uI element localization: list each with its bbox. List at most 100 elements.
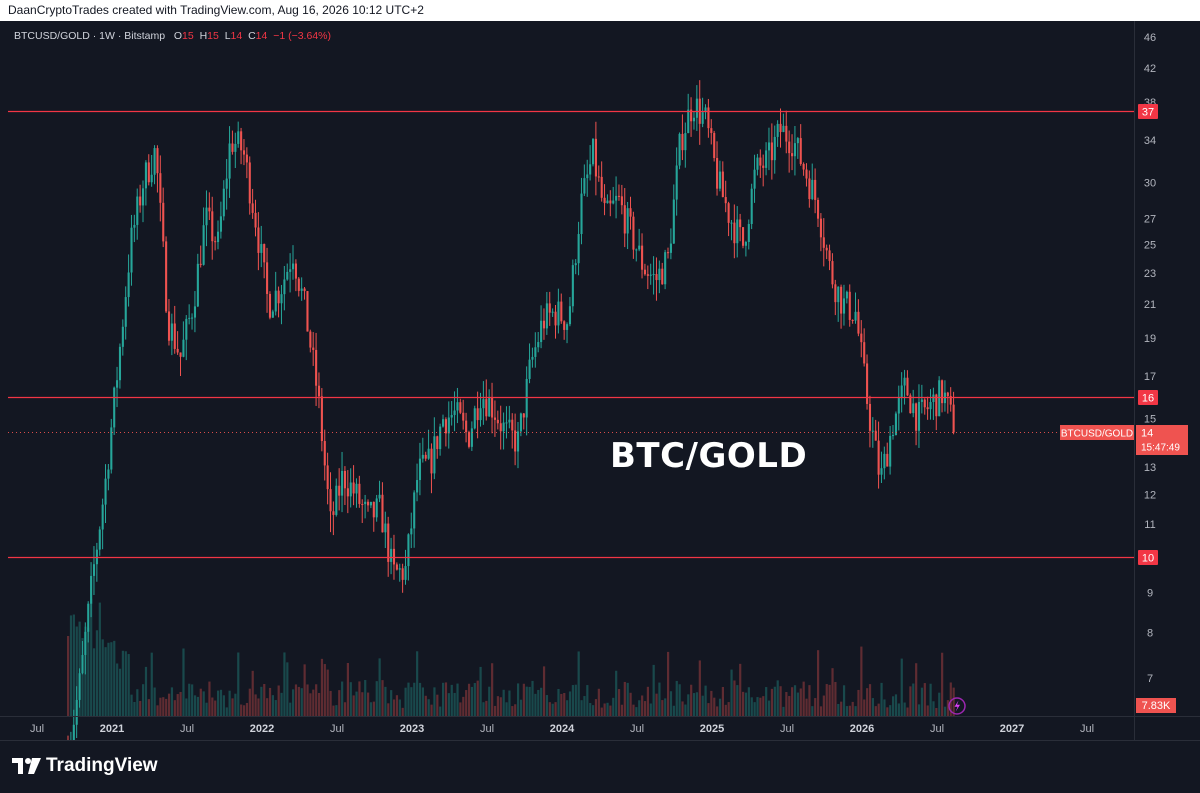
candle-body	[632, 216, 635, 250]
candle-body	[75, 699, 78, 725]
volume-bar	[150, 652, 153, 716]
volume-bar	[416, 651, 419, 716]
candle-body	[753, 169, 756, 189]
volume-bar	[623, 681, 626, 716]
volume-bar	[831, 668, 834, 716]
volume-bar	[254, 694, 257, 716]
candle-body	[672, 199, 675, 244]
volume-bar	[917, 704, 921, 716]
price-axis[interactable]: 46423834302725232119171513121110987	[1144, 32, 1156, 685]
volume-bar	[718, 698, 722, 716]
symbol-tag	[1060, 425, 1134, 440]
candle-body	[620, 196, 623, 206]
candle-body	[159, 173, 162, 203]
candle-body	[664, 252, 667, 285]
price-tick-label: 34	[1144, 135, 1156, 147]
candle-body	[199, 263, 202, 265]
candle-body	[404, 566, 407, 580]
tradingview-brand[interactable]: TradingView	[12, 755, 158, 777]
volume-bar	[202, 691, 205, 716]
volume-bar	[545, 695, 549, 716]
volume-bar	[266, 698, 269, 716]
candle-body	[557, 301, 560, 326]
candle-body	[444, 419, 447, 434]
volume-bar	[857, 689, 860, 716]
time-axis[interactable]: Jul 2021 Jul 2022 Jul 2023 Jul 2024 Jul 2025 Jul 20…	[30, 723, 1094, 735]
chart-header: DaanCryptoTrades created with TradingVie…	[0, 0, 1200, 21]
candle-body	[811, 179, 814, 200]
volume-bar	[617, 689, 621, 716]
volume-bar	[658, 682, 661, 716]
high-value: 15	[207, 30, 219, 42]
candle-body	[892, 435, 895, 437]
time-tick-label: Jul	[930, 723, 944, 735]
current-price-tag	[1136, 425, 1188, 455]
high-label: H	[199, 30, 208, 42]
candle-body	[900, 385, 903, 397]
volume-bar	[600, 707, 603, 716]
level-tag	[1138, 390, 1158, 405]
candle-body	[707, 107, 710, 129]
close-label: C	[248, 30, 256, 42]
volume-bar	[517, 683, 520, 716]
time-tick-label: 2023	[400, 723, 424, 735]
level-tag-label: 10	[1142, 553, 1154, 565]
volume-bar	[390, 690, 393, 716]
candle-body	[932, 394, 935, 403]
volume-bar	[822, 695, 825, 716]
candle-body	[349, 482, 352, 497]
volume-bar	[828, 684, 831, 716]
time-tick-label: 2021	[100, 723, 124, 735]
volume-value-tag	[1136, 698, 1176, 713]
volume-bar	[707, 703, 710, 716]
price-tick-label: 7	[1147, 673, 1153, 685]
price-tick-label: 42	[1144, 63, 1156, 75]
volume-bar	[514, 704, 517, 716]
candle-body	[381, 494, 384, 533]
candle-body	[727, 203, 730, 223]
volume-bar	[188, 683, 191, 716]
volume-bar	[418, 682, 422, 716]
volume-bar	[892, 696, 895, 716]
candle-body	[609, 200, 612, 204]
volume-bar	[341, 681, 344, 716]
volume-bar	[410, 687, 413, 716]
candle-body	[289, 269, 292, 272]
volume-bar	[404, 687, 407, 716]
volume-bar	[690, 684, 693, 716]
time-tick-label: 2027	[1000, 723, 1024, 735]
horizontal-levels[interactable]	[8, 110, 1134, 559]
candle-body	[851, 319, 854, 321]
alert-icon[interactable]	[948, 697, 966, 715]
candle-body	[889, 435, 892, 467]
candle-body	[297, 278, 300, 291]
candle-body	[407, 534, 410, 567]
volume-bar	[358, 681, 361, 716]
candle-body	[842, 298, 846, 314]
candle-body	[133, 224, 136, 228]
volume-bar	[384, 686, 387, 716]
volume-bar	[664, 698, 667, 716]
candle-body	[257, 227, 260, 253]
symbol-legend[interactable]: BTCUSD/GOLD · 1W · Bitstamp O15 H15 L14 …	[14, 30, 331, 42]
candle-body	[912, 403, 915, 414]
candle-body	[655, 274, 658, 281]
candle-body	[306, 291, 309, 332]
candle-body	[346, 488, 349, 497]
volume-bar	[248, 688, 251, 716]
volume-bar	[317, 692, 321, 716]
volume-bar	[929, 683, 932, 716]
volume-bar	[808, 685, 811, 716]
volume-bar	[499, 697, 502, 716]
volume-bar	[542, 666, 546, 716]
volume-bar	[147, 699, 150, 716]
volume-bar	[681, 701, 684, 716]
volume-bar	[897, 703, 900, 716]
candle-body	[739, 219, 742, 228]
candle-body	[923, 399, 926, 408]
volume-bar	[352, 695, 355, 716]
candle-body	[390, 548, 393, 562]
candle-body	[704, 107, 707, 113]
volume-bar	[297, 686, 300, 716]
